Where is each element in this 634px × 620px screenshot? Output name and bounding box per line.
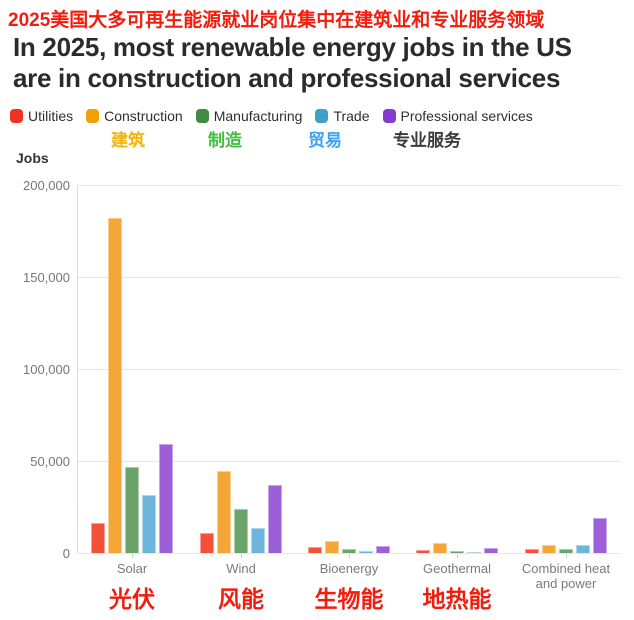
- gridline: [78, 369, 620, 370]
- page-title: In 2025, most renewable energy jobs in t…: [13, 32, 628, 94]
- y-tick-label: 150,000: [23, 270, 70, 285]
- legend-item-trade: Trade: [315, 108, 370, 124]
- bar-construction: [108, 218, 122, 553]
- bar-trade: [359, 551, 373, 553]
- y-axis-title: Jobs: [16, 150, 49, 166]
- legend-label: Construction: [104, 108, 183, 124]
- x-tick-mark: [566, 554, 567, 558]
- bar-professional-services: [268, 485, 282, 553]
- bar-construction: [325, 541, 339, 553]
- legend-annotation-zh: 专业服务: [393, 131, 461, 150]
- bar-utilities: [91, 523, 105, 553]
- bar-trade: [251, 528, 265, 553]
- bar-utilities: [416, 550, 430, 553]
- legend-annotation-zh: 制造: [208, 131, 242, 150]
- bar-professional-services: [159, 444, 173, 553]
- x-axis-annotation-zh: 光伏: [109, 586, 155, 612]
- x-axis-annotation-zh: 风能: [218, 586, 264, 612]
- legend-item-utilities: Utilities: [10, 108, 73, 124]
- bar-group-bioenergy: [308, 185, 390, 553]
- legend-swatch-icon: [382, 109, 396, 123]
- y-axis-line: [77, 185, 78, 553]
- legend-swatch-icon: [86, 109, 100, 123]
- x-axis-annotation-zh: 地热能: [422, 586, 492, 612]
- bar-professional-services: [593, 518, 607, 553]
- legend-item-manufacturing: Manufacturing: [195, 108, 303, 124]
- gridline: [78, 553, 620, 554]
- x-axis-label-geothermal: Geothermal: [423, 561, 491, 576]
- bar-manufacturing: [125, 467, 139, 553]
- legend: Utilities Construction Manufacturing Trade P…: [10, 107, 630, 125]
- legend-label: Manufacturing: [213, 108, 303, 124]
- bar-trade: [142, 495, 156, 553]
- bar-trade: [576, 545, 590, 553]
- y-tick-label: 200,000: [23, 178, 70, 193]
- x-axis-annotation-zh: 生物能: [314, 586, 384, 612]
- page-title-line-2: are in construction and professional ser…: [13, 63, 561, 93]
- x-axis-label-wind: Wind: [226, 561, 256, 576]
- bar-trade: [467, 552, 481, 553]
- bar-manufacturing: [342, 549, 356, 553]
- bar-group-combined-heat-and-power: [525, 185, 607, 553]
- y-tick-label: 50,000: [30, 454, 70, 469]
- legend-label: Utilities: [28, 108, 74, 124]
- legend-swatch-icon: [315, 109, 329, 123]
- y-tick-label: 0: [62, 546, 70, 561]
- legend-item-professional-services: Professional services: [382, 108, 533, 124]
- legend-label: Professional services: [400, 108, 533, 124]
- bar-group-wind: [200, 185, 282, 553]
- bar-group-solar: [91, 185, 173, 553]
- x-tick-mark: [457, 554, 458, 558]
- bar-construction: [433, 543, 447, 553]
- x-tick-mark: [132, 554, 133, 558]
- bar-construction: [217, 471, 231, 553]
- bar-professional-services: [484, 548, 498, 553]
- x-axis-label-bioenergy: Bioenergy: [319, 561, 379, 576]
- bar-utilities: [525, 549, 539, 553]
- x-axis-label-solar: Solar: [116, 561, 148, 576]
- gridline: [78, 185, 620, 186]
- chinese-title-overlay: 2025美国大多可再生能源就业岗位集中在建筑业和专业服务领域: [8, 10, 545, 31]
- bar-manufacturing: [559, 549, 573, 553]
- legend-annotation-zh: 建筑: [111, 131, 145, 150]
- bar-group-geothermal: [416, 185, 498, 553]
- gridline: [78, 277, 620, 278]
- gridline: [78, 461, 620, 462]
- legend-swatch-icon: [10, 109, 23, 123]
- legend-swatch-icon: [195, 109, 209, 123]
- y-tick-label: 100,000: [23, 362, 70, 377]
- page-title-line-1: In 2025, most renewable energy jobs in t…: [13, 32, 572, 62]
- legend-annotation-zh: 贸易: [308, 131, 342, 150]
- x-tick-mark: [349, 554, 350, 558]
- bar-utilities: [200, 533, 214, 553]
- legend-label: Trade: [333, 108, 370, 124]
- legend-item-construction: Construction: [86, 108, 183, 124]
- bar-manufacturing: [450, 551, 464, 553]
- bar-utilities: [308, 547, 322, 553]
- bar-professional-services: [376, 546, 390, 553]
- x-axis-label-combined-heat-and-power: Combined heat and power: [521, 561, 611, 591]
- bar-construction: [542, 545, 556, 553]
- x-tick-mark: [241, 554, 242, 558]
- bar-manufacturing: [234, 509, 248, 553]
